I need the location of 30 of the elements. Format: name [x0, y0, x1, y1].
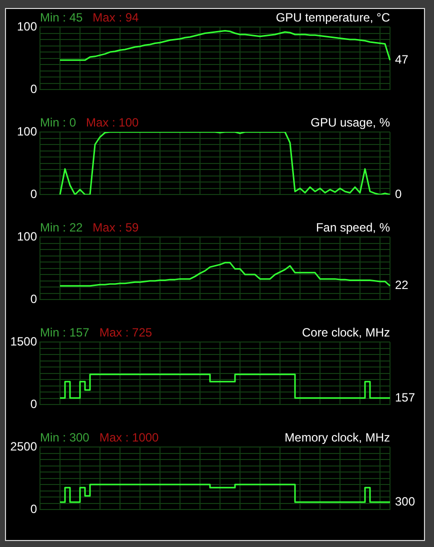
- text: Min : 45: [40, 10, 84, 24]
- y-tick-label: 0: [30, 292, 38, 306]
- y-tick-label: 0: [30, 186, 38, 201]
- chart-title: GPU usage, %: [310, 115, 390, 130]
- text: 157: [395, 390, 416, 404]
- text: 22: [395, 278, 409, 292]
- text: Min : 300: [40, 430, 90, 444]
- chart-title: GPU temperature, °C: [276, 10, 390, 24]
- text: Max : 59: [92, 220, 140, 234]
- text: Min : 22: [40, 220, 84, 234]
- y-tick-label: 100: [16, 124, 38, 138]
- y-tick-label: 100: [16, 229, 38, 244]
- text: Max : 1000: [99, 430, 160, 444]
- y-tick-label: 0: [30, 502, 38, 516]
- text: Min : 0: [40, 115, 76, 130]
- y-tick-label: 0: [30, 396, 38, 411]
- text: 300: [395, 494, 416, 508]
- y-tick-label: 2500: [10, 439, 38, 454]
- text: 0: [395, 186, 402, 201]
- text: Max : 94: [92, 10, 140, 24]
- y-tick-label: 0: [30, 82, 38, 96]
- chart-title: Memory clock, MHz: [284, 430, 390, 444]
- text: Max : 100: [86, 115, 140, 130]
- text: 47: [395, 52, 409, 66]
- text: Max : 725: [99, 325, 152, 340]
- text: Min : 157: [40, 325, 90, 340]
- y-tick-label: 100: [16, 19, 38, 34]
- chart-title: Core clock, MHz: [302, 325, 390, 340]
- y-tick-label: 1500: [10, 334, 38, 348]
- chart-title: Fan speed, %: [316, 220, 390, 234]
